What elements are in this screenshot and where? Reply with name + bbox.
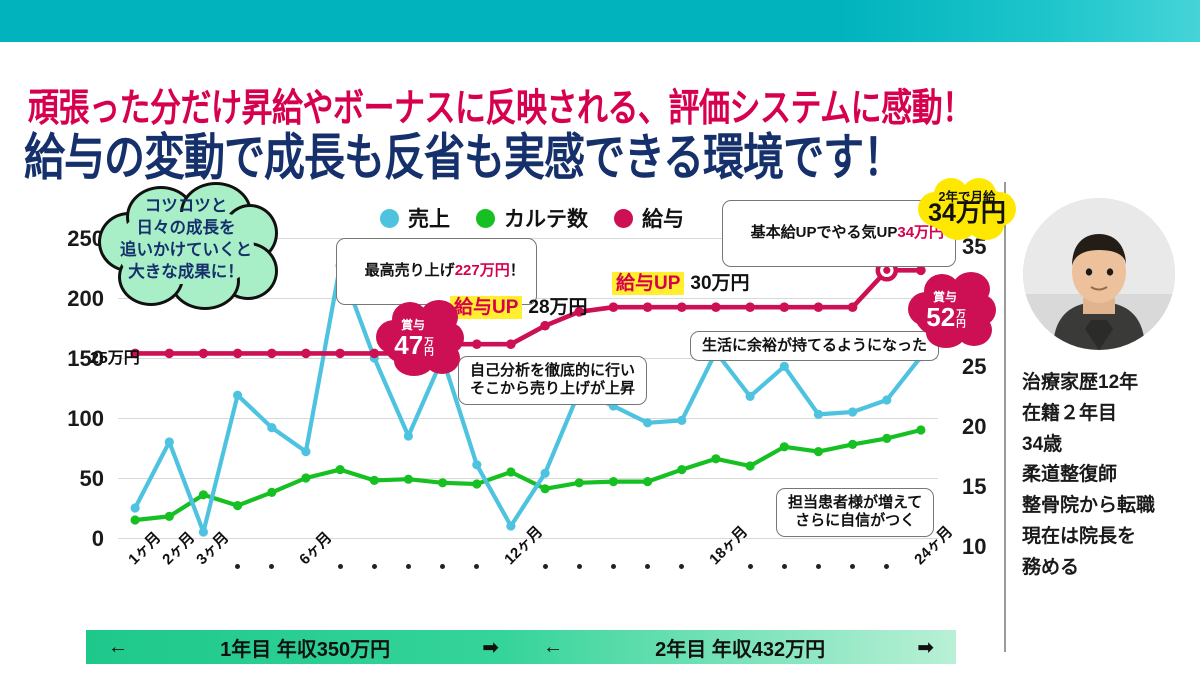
year2-left-arrow: ←	[543, 635, 563, 658]
pay-up-key-30: 給与UP	[612, 272, 685, 295]
x-axis-tick-dot	[405, 564, 411, 569]
bonus-badge-47-amount: 47万円	[394, 329, 434, 360]
x-axis-tick-dot	[781, 564, 787, 569]
x-axis-tick-dot	[850, 564, 856, 569]
callout-max-sales-pre: 最高売り上げ	[364, 262, 455, 280]
year1-segment: ← 1年目 年収350万円 ➡	[86, 630, 521, 664]
bonus-badge-52-inner: 賞与 52万円	[906, 272, 998, 348]
legend-swatch-salary	[614, 208, 633, 228]
y-axis-right-tick-10: 10	[962, 534, 987, 559]
callout-base-pay: 基本給UPでやる気UP34万円	[722, 200, 957, 267]
year2-segment: ← 2年目 年収432万円 ➡	[521, 630, 956, 664]
legend-label-charts: カルテ数	[504, 208, 588, 231]
legend-swatch-sales	[380, 208, 399, 228]
legend-item-charts: カルテ数	[476, 203, 588, 233]
callout-life-margin: 生活に余裕が持てるようになった	[690, 331, 940, 362]
legend-label-sales: 売上	[408, 208, 450, 231]
year1-label: 1年目 年収350万円	[220, 638, 391, 661]
avatar	[1023, 198, 1175, 350]
top-accent-gradient	[840, 0, 1200, 42]
year2-label: 2年目 年収432万円	[655, 638, 826, 661]
callout-max-sales-number: 227万円	[454, 262, 510, 280]
chart-legend: 売上 カルテ数 給与	[380, 203, 684, 233]
year2-right-arrow: ➡	[917, 636, 934, 659]
avatar-photo	[1023, 198, 1175, 350]
monthly-pay-burst: 2年で月給 34万円	[918, 178, 1016, 240]
pay-up-value-28: 28万円	[528, 297, 588, 318]
year1-left-arrow: ←	[108, 635, 128, 658]
callout-max-sales-post: ！	[509, 262, 525, 280]
x-axis-tick-dot	[576, 564, 582, 569]
callout-base-pay-pre: 基本給UPでやる気UP	[750, 224, 898, 242]
y-axis-right-tick-25: 25	[962, 354, 987, 379]
x-axis-tick-dot	[610, 564, 616, 569]
x-axis-tick-dot	[337, 564, 343, 569]
x-axis-tick-dot	[269, 564, 275, 569]
x-axis-tick-dot	[235, 564, 241, 569]
y-axis-left-tick-50: 50	[79, 466, 104, 491]
pay-up-key-28: 給与UP	[450, 296, 523, 319]
pay-up-value-30: 30万円	[690, 273, 750, 294]
headline-secondary: 給与の変動で成長も反省も実感できる環境です！	[24, 129, 904, 186]
thought-bubble-shape	[92, 182, 280, 314]
gridline-0	[118, 538, 938, 539]
top-accent-bar	[0, 0, 1200, 42]
year-summary-bar: ← 1年目 年収350万円 ➡ ← 2年目 年収432万円 ➡	[86, 630, 956, 664]
y-axis-left-tick-100: 100	[67, 406, 104, 431]
x-axis-tick-dot	[474, 564, 480, 569]
x-axis-tick-dot	[645, 564, 651, 569]
bonus-badge-47-inner: 賞与 47万円	[374, 300, 466, 376]
bonus-badge-52-amount: 52万円	[926, 301, 966, 332]
y-axis-left-tick-250: 250	[67, 226, 104, 251]
y-axis-right-tick-15: 15	[962, 474, 987, 499]
x-axis-tick-dot	[747, 564, 753, 569]
profile-line-2: 在籍２年目	[1022, 402, 1118, 424]
legend-label-salary: 給与	[642, 208, 684, 231]
x-axis-tick-dot	[679, 564, 685, 569]
callout-max-sales: 最高売り上げ227万円！	[336, 238, 537, 305]
salary-start-label: 25万円	[90, 350, 140, 367]
legend-item-salary: 給与	[614, 203, 684, 233]
y-axis-right-tick-20: 20	[962, 414, 987, 439]
y-axis-left-tick-0: 0	[91, 526, 104, 551]
legend-item-sales: 売上	[380, 203, 450, 233]
headline-primary: 頑張った分だけ昇給やボーナスに反映される、評価システムに感動！	[28, 86, 973, 130]
profile-details: 治療家歴12年 在籍２年目 34歳 柔道整復師 整骨院から転職 現在は院長を 務…	[1022, 368, 1197, 583]
bonus-badge-47-label: 賞与	[400, 317, 425, 332]
x-axis-tick-dot	[542, 564, 548, 569]
x-axis-tick-dot	[440, 564, 446, 569]
callout-self-analysis: 自己分析を徹底的に行い そこから売り上げが上昇	[458, 356, 648, 405]
monthly-pay-burst-top: 2年で月給	[938, 190, 996, 204]
profile-line-5: 整骨院から転職	[1022, 495, 1156, 517]
profile-line-3: 34歳	[1022, 433, 1063, 455]
series-line-charts	[130, 425, 926, 525]
profile-line-4: 柔道整復師	[1022, 464, 1118, 486]
x-axis-tick-dot	[884, 564, 890, 569]
bonus-badge-47: 賞与 47万円	[374, 300, 466, 376]
x-axis-tick-dot	[371, 564, 377, 569]
callout-base-pay-number: 34万円	[897, 224, 945, 242]
y-axis-left-tick-200: 200	[67, 286, 104, 311]
monthly-pay-burst-bottom: 34万円	[928, 199, 1006, 227]
x-axis-tick-dot	[815, 564, 821, 569]
pay-up-label-30: 給与UP 30万円	[612, 268, 750, 295]
profile-line-1: 治療家歴12年	[1022, 372, 1139, 393]
legend-swatch-charts	[476, 208, 495, 228]
gridline-100	[118, 418, 938, 419]
thought-bubble-text: コツコツと 日々の成長を 追いかけていくと 大きな成果に！	[120, 197, 252, 281]
bonus-badge-52: 賞与 52万円	[906, 272, 998, 348]
thought-bubble-growth: コツコツと 日々の成長を 追いかけていくと 大きな成果に！	[92, 182, 280, 314]
pay-up-label-28: 給与UP 28万円	[450, 292, 588, 319]
bonus-badge-52-label: 賞与	[932, 289, 957, 304]
profile-line-6: 現在は院長を	[1022, 525, 1137, 547]
column-divider	[1004, 182, 1006, 652]
y-axis-left-tick-150: 150	[67, 346, 104, 371]
profile-line-7: 務める	[1022, 556, 1080, 578]
year1-right-arrow: ➡	[482, 636, 499, 659]
callout-patients: 担当患者様が増えて さらに自信がつく	[776, 488, 935, 537]
